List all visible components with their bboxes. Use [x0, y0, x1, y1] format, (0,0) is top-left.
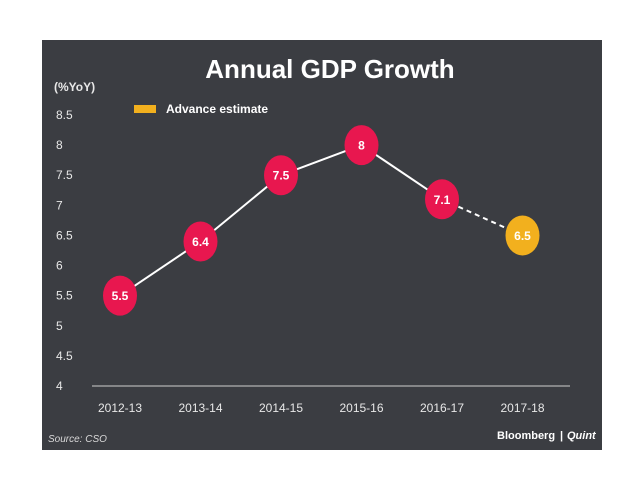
data-label: 7.1 — [434, 193, 451, 207]
data-label: 6.4 — [192, 235, 209, 249]
x-tick-label: 2015-16 — [339, 401, 383, 415]
estimate-point — [505, 215, 540, 256]
data-point — [264, 155, 298, 196]
y-tick-label: 6 — [56, 259, 63, 273]
x-tick-label: 2017-18 — [500, 401, 544, 415]
y-tick-label: 4.5 — [56, 349, 73, 363]
y-tick-label: 7.5 — [56, 168, 73, 182]
y-tick-label: 5 — [56, 319, 63, 333]
x-axis-ticks: 2012-13 2013-14 2014-15 2015-16 2016-17 2017-… — [98, 401, 545, 415]
y-tick-label: 8 — [56, 138, 63, 152]
gdp-growth-chart: Annual GDP Growth (%YoY) Advance estimat… — [48, 54, 597, 445]
chart-panel: Annual GDP Growth (%YoY) Advance estimat… — [42, 40, 602, 450]
data-label: 6.5 — [514, 229, 531, 243]
data-point — [183, 221, 218, 262]
data-label: 5.5 — [112, 289, 129, 303]
y-tick-label: 6.5 — [56, 228, 73, 242]
data-label: 7.5 — [273, 169, 290, 183]
data-point — [103, 275, 137, 316]
data-label: 8 — [358, 139, 365, 153]
y-tick-label: 8.5 — [56, 108, 73, 122]
source-note: Source: CSO — [48, 434, 107, 445]
y-axis-label: (%YoY) — [54, 80, 95, 94]
legend-estimate-label: Advance estimate — [166, 102, 268, 116]
y-tick-label: 4 — [56, 379, 63, 393]
brand-suffix-text: Quint — [567, 430, 597, 442]
x-tick-label: 2012-13 — [98, 401, 142, 415]
y-tick-label: 7 — [56, 198, 63, 212]
x-tick-label: 2016-17 — [420, 401, 464, 415]
brand-separator: | — [560, 430, 563, 442]
y-tick-label: 5.5 — [56, 289, 73, 303]
data-point — [344, 125, 379, 166]
x-tick-label: 2013-14 — [178, 401, 222, 415]
chart-title: Annual GDP Growth — [205, 54, 454, 84]
x-tick-label: 2014-15 — [259, 401, 303, 415]
data-point — [425, 179, 459, 220]
brand-logo-text: Bloomberg — [497, 430, 555, 442]
series-lines — [119, 144, 523, 297]
series-points: 5.5 6.4 7.5 8 7.1 6.5 — [103, 125, 540, 316]
y-axis-ticks: 4 4.5 5 5.5 6 6.5 7 7.5 8 8.5 — [56, 108, 73, 393]
legend-estimate-swatch — [134, 105, 156, 113]
